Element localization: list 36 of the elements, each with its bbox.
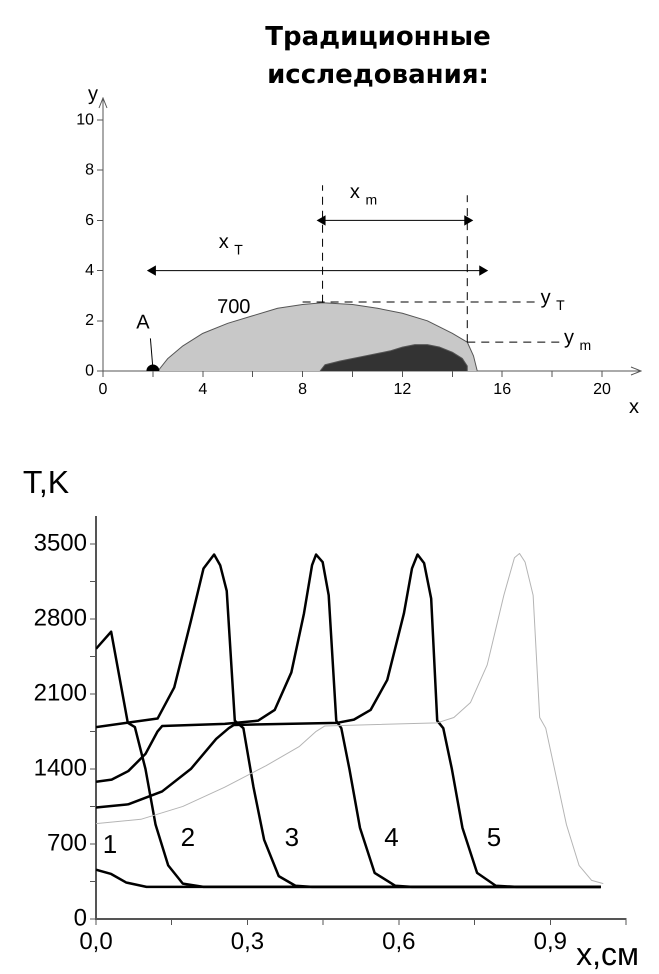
x-axis-title: x,см bbox=[576, 935, 639, 974]
y-tick-label: 6 bbox=[85, 212, 94, 229]
x-axis-title: x bbox=[629, 395, 639, 419]
x-tick-label: 12 bbox=[394, 381, 412, 398]
x-tick-label: 0,3 bbox=[230, 928, 264, 956]
y-tick-label: 2 bbox=[85, 312, 94, 330]
series-label: y m bbox=[564, 326, 592, 353]
series-label: 2 bbox=[180, 822, 196, 852]
x-tick-label: 0,9 bbox=[534, 928, 567, 956]
series-label: 700 bbox=[217, 296, 250, 318]
series-label: y T bbox=[540, 286, 566, 313]
y-axis-title: T,K bbox=[22, 462, 70, 501]
y-tick-label: 2100 bbox=[34, 680, 87, 707]
series-label: A bbox=[136, 312, 150, 334]
series-label: 1 bbox=[102, 828, 118, 859]
series-label: x T bbox=[218, 231, 244, 258]
x-tick-label: 16 bbox=[493, 381, 512, 398]
x-tick-label: 8 bbox=[298, 381, 308, 398]
y-axis-title: y bbox=[87, 82, 99, 106]
y-tick-label: 3500 bbox=[34, 529, 87, 556]
chart-title: Традиционные исследования: bbox=[264, 21, 492, 92]
x-tick-label: 0 bbox=[98, 381, 108, 398]
x-tick-label: 0,6 bbox=[382, 928, 416, 956]
y-tick-label: 700 bbox=[46, 830, 87, 857]
series-label: 3 bbox=[284, 822, 300, 852]
y-tick-label: 1400 bbox=[34, 754, 87, 782]
x-tick-label: 4 bbox=[198, 381, 208, 398]
y-tick-label: 4 bbox=[85, 262, 94, 280]
y-tick-label: 8 bbox=[85, 162, 94, 179]
series-label: 5 bbox=[486, 822, 502, 852]
y-tick-label: 10 bbox=[76, 111, 94, 128]
y-tick-label: 0 bbox=[85, 362, 94, 380]
series-label: 4 bbox=[384, 822, 399, 852]
y-tick-label: 2800 bbox=[34, 604, 87, 632]
series-label: x m bbox=[350, 180, 378, 208]
x-tick-label: 20 bbox=[593, 381, 611, 398]
